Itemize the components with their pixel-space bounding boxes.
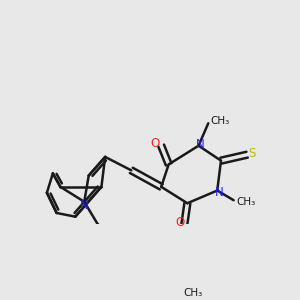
Text: N: N <box>196 138 204 151</box>
Text: O: O <box>175 216 184 229</box>
Text: CH₃: CH₃ <box>236 197 255 207</box>
Text: S: S <box>249 147 256 160</box>
Text: O: O <box>151 137 160 150</box>
Text: CH₃: CH₃ <box>211 116 230 126</box>
Text: N: N <box>80 199 88 212</box>
Text: N: N <box>215 185 224 199</box>
Text: CH₃: CH₃ <box>184 288 203 298</box>
